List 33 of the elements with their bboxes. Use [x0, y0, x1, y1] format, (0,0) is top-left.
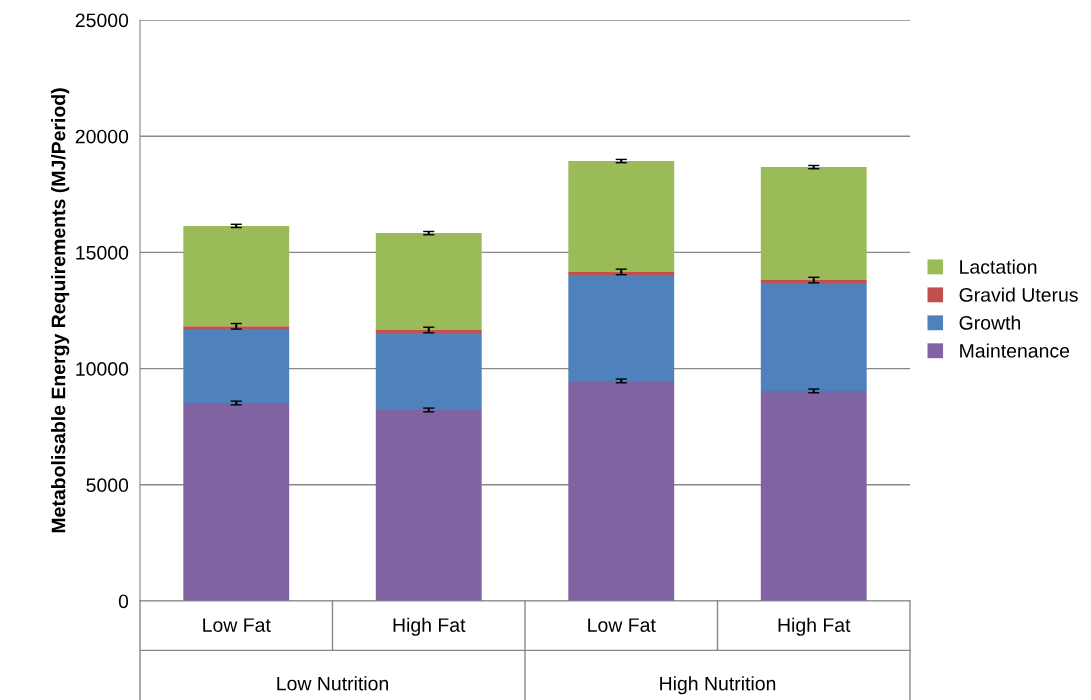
text: High Nutrition	[660, 676, 776, 695]
x-tick-label: Low Fat	[588, 618, 656, 632]
bar	[375, 409, 482, 601]
y-tick-label: 15000	[76, 245, 129, 260]
bar	[568, 380, 675, 601]
bar	[183, 326, 290, 330]
bar	[183, 225, 290, 327]
bar	[568, 161, 675, 272]
legend-label: Growth	[959, 315, 1021, 330]
bar	[183, 329, 290, 403]
y-tick-label: 10000	[76, 362, 129, 376]
legend-label: Gravid Uterus	[959, 287, 1078, 302]
bar	[183, 403, 290, 601]
legend-label: Lactation	[960, 259, 1037, 274]
bar	[568, 271, 675, 275]
y-axis-title: Metabolisable Energy Requirements (MJ/Period)	[51, 88, 70, 533]
x-tick-label: Low Fat	[203, 618, 271, 632]
y-tick-label: 5000	[86, 478, 129, 493]
bar	[760, 283, 867, 391]
bar	[760, 280, 867, 284]
legend-label: Maintenance	[960, 343, 1070, 358]
x-tick-label: High Fat	[778, 617, 851, 636]
bar	[568, 274, 675, 381]
y-tick-label: 25000	[75, 13, 129, 28]
x-tick-label: High Fat	[393, 617, 466, 636]
y-tick-label: 20000	[75, 129, 129, 144]
bar	[760, 167, 867, 281]
text: Low Nutrition	[277, 676, 388, 691]
y-tick-label: 0	[118, 594, 129, 609]
bar	[760, 390, 867, 601]
bar	[375, 330, 482, 334]
bar	[375, 333, 482, 410]
bar	[375, 233, 482, 331]
